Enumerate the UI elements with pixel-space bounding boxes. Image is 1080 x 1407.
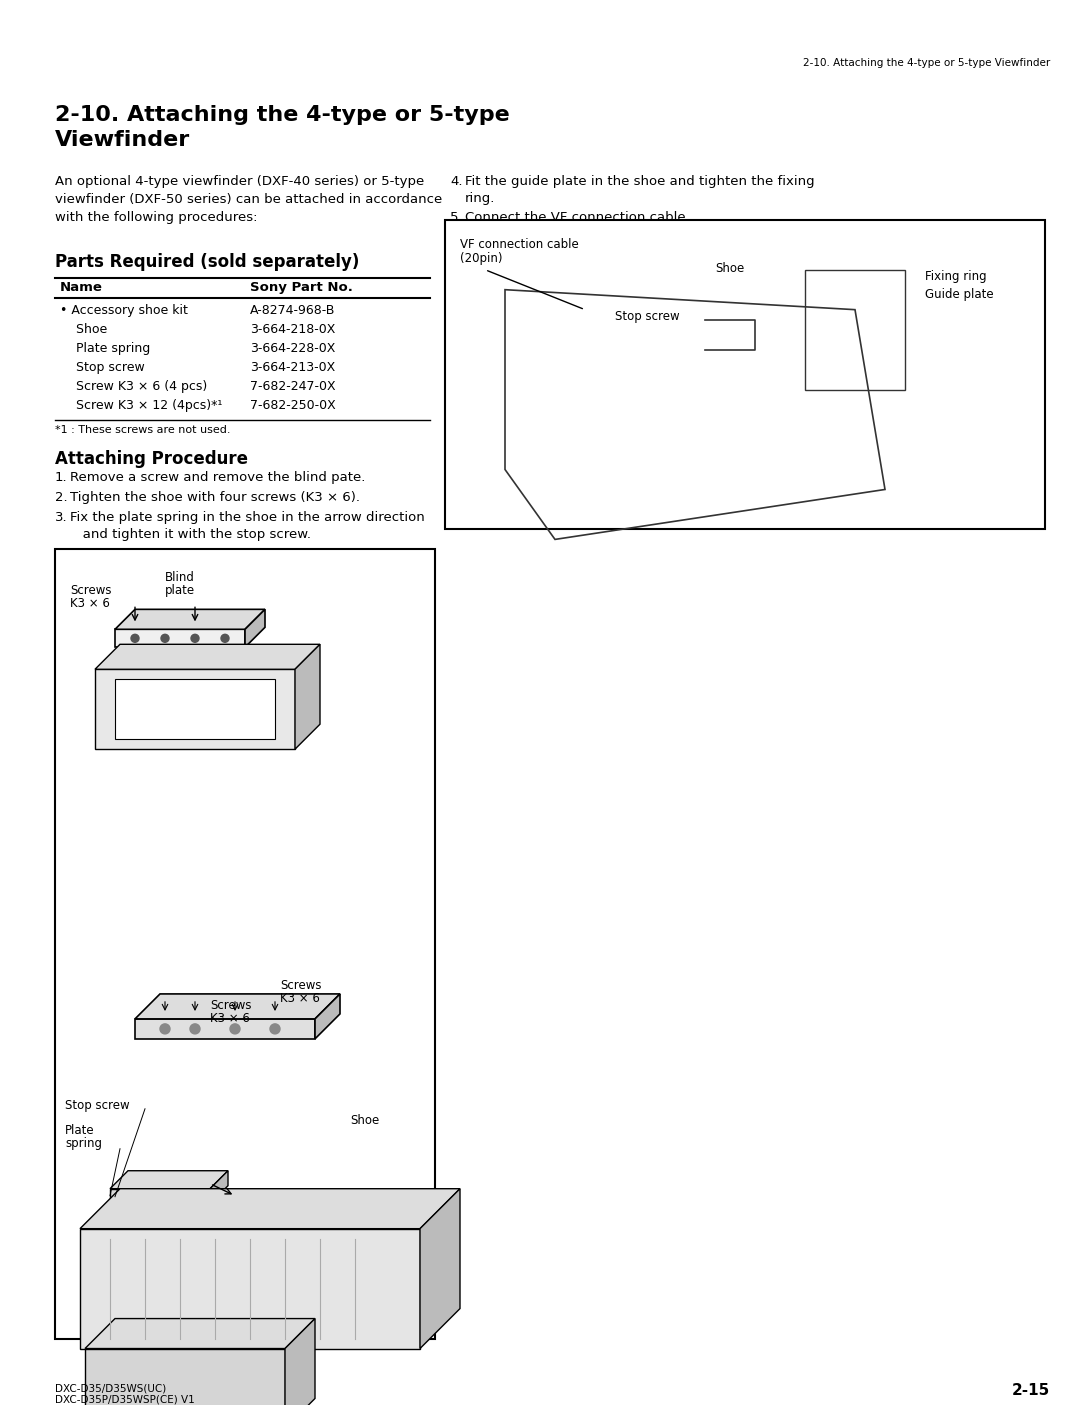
Polygon shape xyxy=(110,1171,228,1189)
Text: A-8274-968-B: A-8274-968-B xyxy=(249,304,336,317)
Text: 7-682-250-0X: 7-682-250-0X xyxy=(249,398,336,412)
Polygon shape xyxy=(95,644,320,670)
Text: 1.: 1. xyxy=(55,471,68,484)
Polygon shape xyxy=(85,1348,285,1407)
Text: Shoe: Shoe xyxy=(60,322,107,336)
Circle shape xyxy=(221,635,229,643)
Text: 2.: 2. xyxy=(55,491,68,505)
Circle shape xyxy=(131,635,139,643)
Text: Fit the guide plate in the shoe and tighten the fixing
ring.: Fit the guide plate in the shoe and tigh… xyxy=(465,174,814,205)
Text: Remove a screw and remove the blind pate.: Remove a screw and remove the blind pate… xyxy=(70,471,365,484)
Text: Tighten the shoe with four screws (K3 × 6).: Tighten the shoe with four screws (K3 × … xyxy=(70,491,360,505)
Polygon shape xyxy=(285,1318,315,1407)
Text: DXC-D35P/D35WSP(CE) V1: DXC-D35P/D35WSP(CE) V1 xyxy=(55,1394,194,1404)
Circle shape xyxy=(191,635,199,643)
Polygon shape xyxy=(95,670,295,749)
Circle shape xyxy=(270,1024,280,1034)
Text: 3-664-213-0X: 3-664-213-0X xyxy=(249,360,335,374)
Text: DXC-D35/D35WS(UC): DXC-D35/D35WS(UC) xyxy=(55,1383,166,1393)
Text: 2-10. Attaching the 4-type or 5-type: 2-10. Attaching the 4-type or 5-type xyxy=(55,106,510,125)
Text: *1 : These screws are not used.: *1 : These screws are not used. xyxy=(55,425,230,435)
Polygon shape xyxy=(110,1189,210,1204)
Text: Stop screw: Stop screw xyxy=(60,360,145,374)
Text: Guide plate: Guide plate xyxy=(924,287,994,301)
Text: spring: spring xyxy=(65,1137,102,1150)
Text: Shoe: Shoe xyxy=(715,262,744,274)
Text: Screw K3 × 6 (4 pcs): Screw K3 × 6 (4 pcs) xyxy=(60,380,207,393)
Text: Sony Part No.: Sony Part No. xyxy=(249,280,353,294)
Polygon shape xyxy=(85,1318,315,1348)
Circle shape xyxy=(160,1024,170,1034)
Circle shape xyxy=(161,635,168,643)
Text: Plate spring: Plate spring xyxy=(60,342,150,355)
Bar xyxy=(805,270,905,390)
Text: 4.: 4. xyxy=(450,174,462,187)
Text: Fixing ring: Fixing ring xyxy=(924,270,987,283)
Text: Screw K3 × 12 (4pcs)*¹: Screw K3 × 12 (4pcs)*¹ xyxy=(60,398,222,412)
Text: Screws: Screws xyxy=(280,979,322,992)
Polygon shape xyxy=(245,609,265,647)
Text: • Accessory shoe kit: • Accessory shoe kit xyxy=(60,304,188,317)
Text: Viewfinder: Viewfinder xyxy=(55,129,190,151)
Polygon shape xyxy=(135,993,340,1019)
Polygon shape xyxy=(315,993,340,1038)
Text: 2-15: 2-15 xyxy=(1012,1383,1050,1399)
Text: 3.: 3. xyxy=(55,511,68,525)
Text: Screws: Screws xyxy=(210,999,252,1012)
Polygon shape xyxy=(420,1189,460,1348)
Text: An optional 4-type viewfinder (DXF-40 series) or 5-type
viewfinder (DXF-50 serie: An optional 4-type viewfinder (DXF-40 se… xyxy=(55,174,442,224)
Bar xyxy=(55,549,435,1338)
Polygon shape xyxy=(135,1019,315,1038)
Text: Attaching Procedure: Attaching Procedure xyxy=(55,449,248,467)
Polygon shape xyxy=(114,609,265,629)
Text: Blind: Blind xyxy=(165,571,194,584)
Text: 2-10. Attaching the 4-type or 5-type Viewfinder: 2-10. Attaching the 4-type or 5-type Vie… xyxy=(802,58,1050,68)
Text: (20pin): (20pin) xyxy=(460,252,502,265)
Text: Stop screw: Stop screw xyxy=(65,1099,130,1112)
Polygon shape xyxy=(114,629,245,647)
Polygon shape xyxy=(295,644,320,749)
Text: VF connection cable: VF connection cable xyxy=(460,238,579,250)
Text: Screws: Screws xyxy=(70,584,111,598)
Text: Stop screw: Stop screw xyxy=(615,310,679,322)
Text: 7-682-247-0X: 7-682-247-0X xyxy=(249,380,336,393)
Text: plate: plate xyxy=(165,584,195,598)
Text: 3-664-218-0X: 3-664-218-0X xyxy=(249,322,336,336)
Text: 5.: 5. xyxy=(450,211,462,224)
Polygon shape xyxy=(80,1189,460,1228)
Text: Connect the VF connection cable.: Connect the VF connection cable. xyxy=(465,211,690,224)
Text: K3 × 6: K3 × 6 xyxy=(210,1012,249,1024)
Circle shape xyxy=(190,1024,200,1034)
Text: K3 × 6: K3 × 6 xyxy=(280,992,320,1005)
Circle shape xyxy=(230,1024,240,1034)
Text: Fix the plate spring in the shoe in the arrow direction
   and tighten it with t: Fix the plate spring in the shoe in the … xyxy=(70,511,424,542)
Polygon shape xyxy=(80,1228,420,1348)
Text: K3 × 6: K3 × 6 xyxy=(70,598,110,611)
Text: Parts Required (sold separately): Parts Required (sold separately) xyxy=(55,253,360,270)
Text: Name: Name xyxy=(60,280,103,294)
Bar xyxy=(445,219,1045,529)
Text: Plate: Plate xyxy=(65,1124,95,1137)
Text: Shoe: Shoe xyxy=(350,1114,379,1127)
Bar xyxy=(114,680,275,739)
Polygon shape xyxy=(210,1171,228,1204)
Text: 3-664-228-0X: 3-664-228-0X xyxy=(249,342,336,355)
